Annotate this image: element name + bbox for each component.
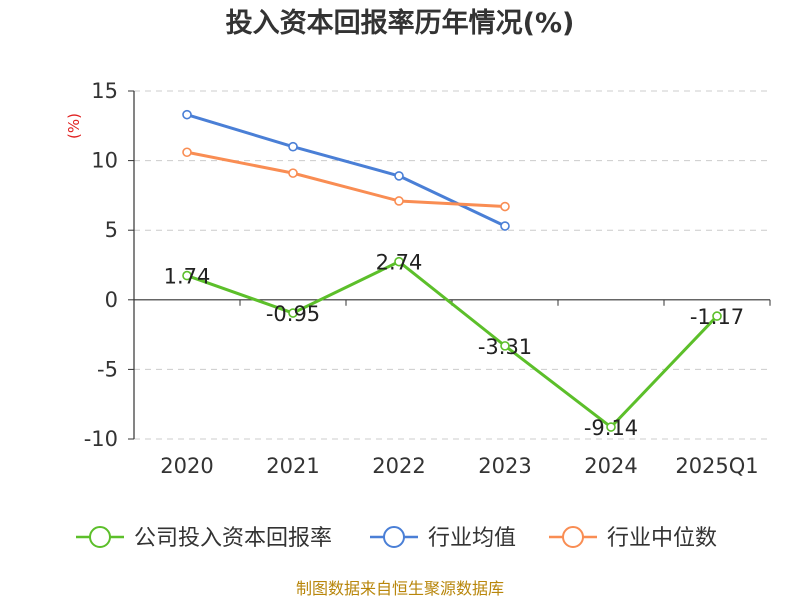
data-point bbox=[394, 196, 404, 206]
x-tick-label: 2023 bbox=[478, 454, 531, 478]
legend-swatch-marker bbox=[562, 526, 584, 548]
axes: 15 10 5 0 -5 -10 2020 2021 2022 2023 2024 2025Q1 bbox=[84, 79, 771, 478]
data-label: -0.95 bbox=[266, 302, 320, 326]
data-point bbox=[288, 141, 298, 152]
series-line-1 bbox=[185, 113, 507, 228]
x-tick-label: 2020 bbox=[160, 454, 213, 478]
data-label: -1.17 bbox=[690, 305, 744, 329]
data-point bbox=[500, 341, 510, 351]
legend-item-1[interactable]: 行业均值 bbox=[370, 526, 516, 551]
grid-lines bbox=[134, 90, 770, 440]
data-point bbox=[394, 256, 404, 267]
data-point bbox=[712, 311, 722, 321]
y-tick-label: -10 bbox=[84, 427, 118, 451]
data-point bbox=[182, 109, 192, 120]
legend-label: 行业均值 bbox=[428, 526, 516, 551]
data-point bbox=[182, 270, 192, 281]
series-line-0 bbox=[185, 260, 719, 429]
y-axis-unit: (%) bbox=[65, 113, 83, 139]
data-point bbox=[500, 201, 510, 212]
legend[interactable]: 公司投入资本回报率 行业均值 行业中位数 bbox=[76, 526, 717, 551]
legend-label: 公司投入资本回报率 bbox=[134, 526, 332, 551]
y-tick-label: 10 bbox=[91, 149, 118, 173]
series-line-2 bbox=[185, 150, 507, 209]
legend-item-0[interactable]: 公司投入资本回报率 bbox=[76, 526, 332, 551]
y-tick-label: 5 bbox=[105, 218, 118, 242]
data-point bbox=[288, 308, 298, 318]
source-note: 制图数据来自恒生聚源数据库 bbox=[296, 579, 504, 598]
x-tick-label: 2021 bbox=[266, 454, 319, 478]
data-point bbox=[500, 221, 510, 231]
y-tick-label: 0 bbox=[105, 288, 118, 312]
series-lines bbox=[182, 109, 722, 432]
data-point bbox=[288, 168, 298, 178]
y-tick-label: 15 bbox=[91, 79, 118, 103]
legend-swatch-marker bbox=[89, 526, 111, 548]
data-point bbox=[182, 147, 192, 158]
data-labels: 1.74 -0.95 2.74 -3.31 -9.14 -1.17 bbox=[164, 251, 745, 440]
legend-swatch-marker bbox=[383, 526, 405, 548]
data-label: -3.31 bbox=[478, 335, 532, 359]
legend-label: 行业中位数 bbox=[607, 526, 717, 551]
data-label: 1.74 bbox=[164, 265, 211, 289]
x-tick-label: 2022 bbox=[372, 454, 425, 478]
y-tick-label: -5 bbox=[97, 357, 118, 381]
x-tick-label: 2024 bbox=[584, 454, 637, 478]
data-point bbox=[394, 171, 404, 181]
data-point bbox=[606, 422, 616, 432]
legend-item-2[interactable]: 行业中位数 bbox=[549, 526, 717, 551]
chart-title: 投入资本回报率历年情况(%) bbox=[226, 7, 575, 39]
x-tick-label: 2025Q1 bbox=[675, 454, 758, 478]
data-label: -9.14 bbox=[584, 416, 638, 440]
data-label: 2.74 bbox=[376, 251, 423, 275]
